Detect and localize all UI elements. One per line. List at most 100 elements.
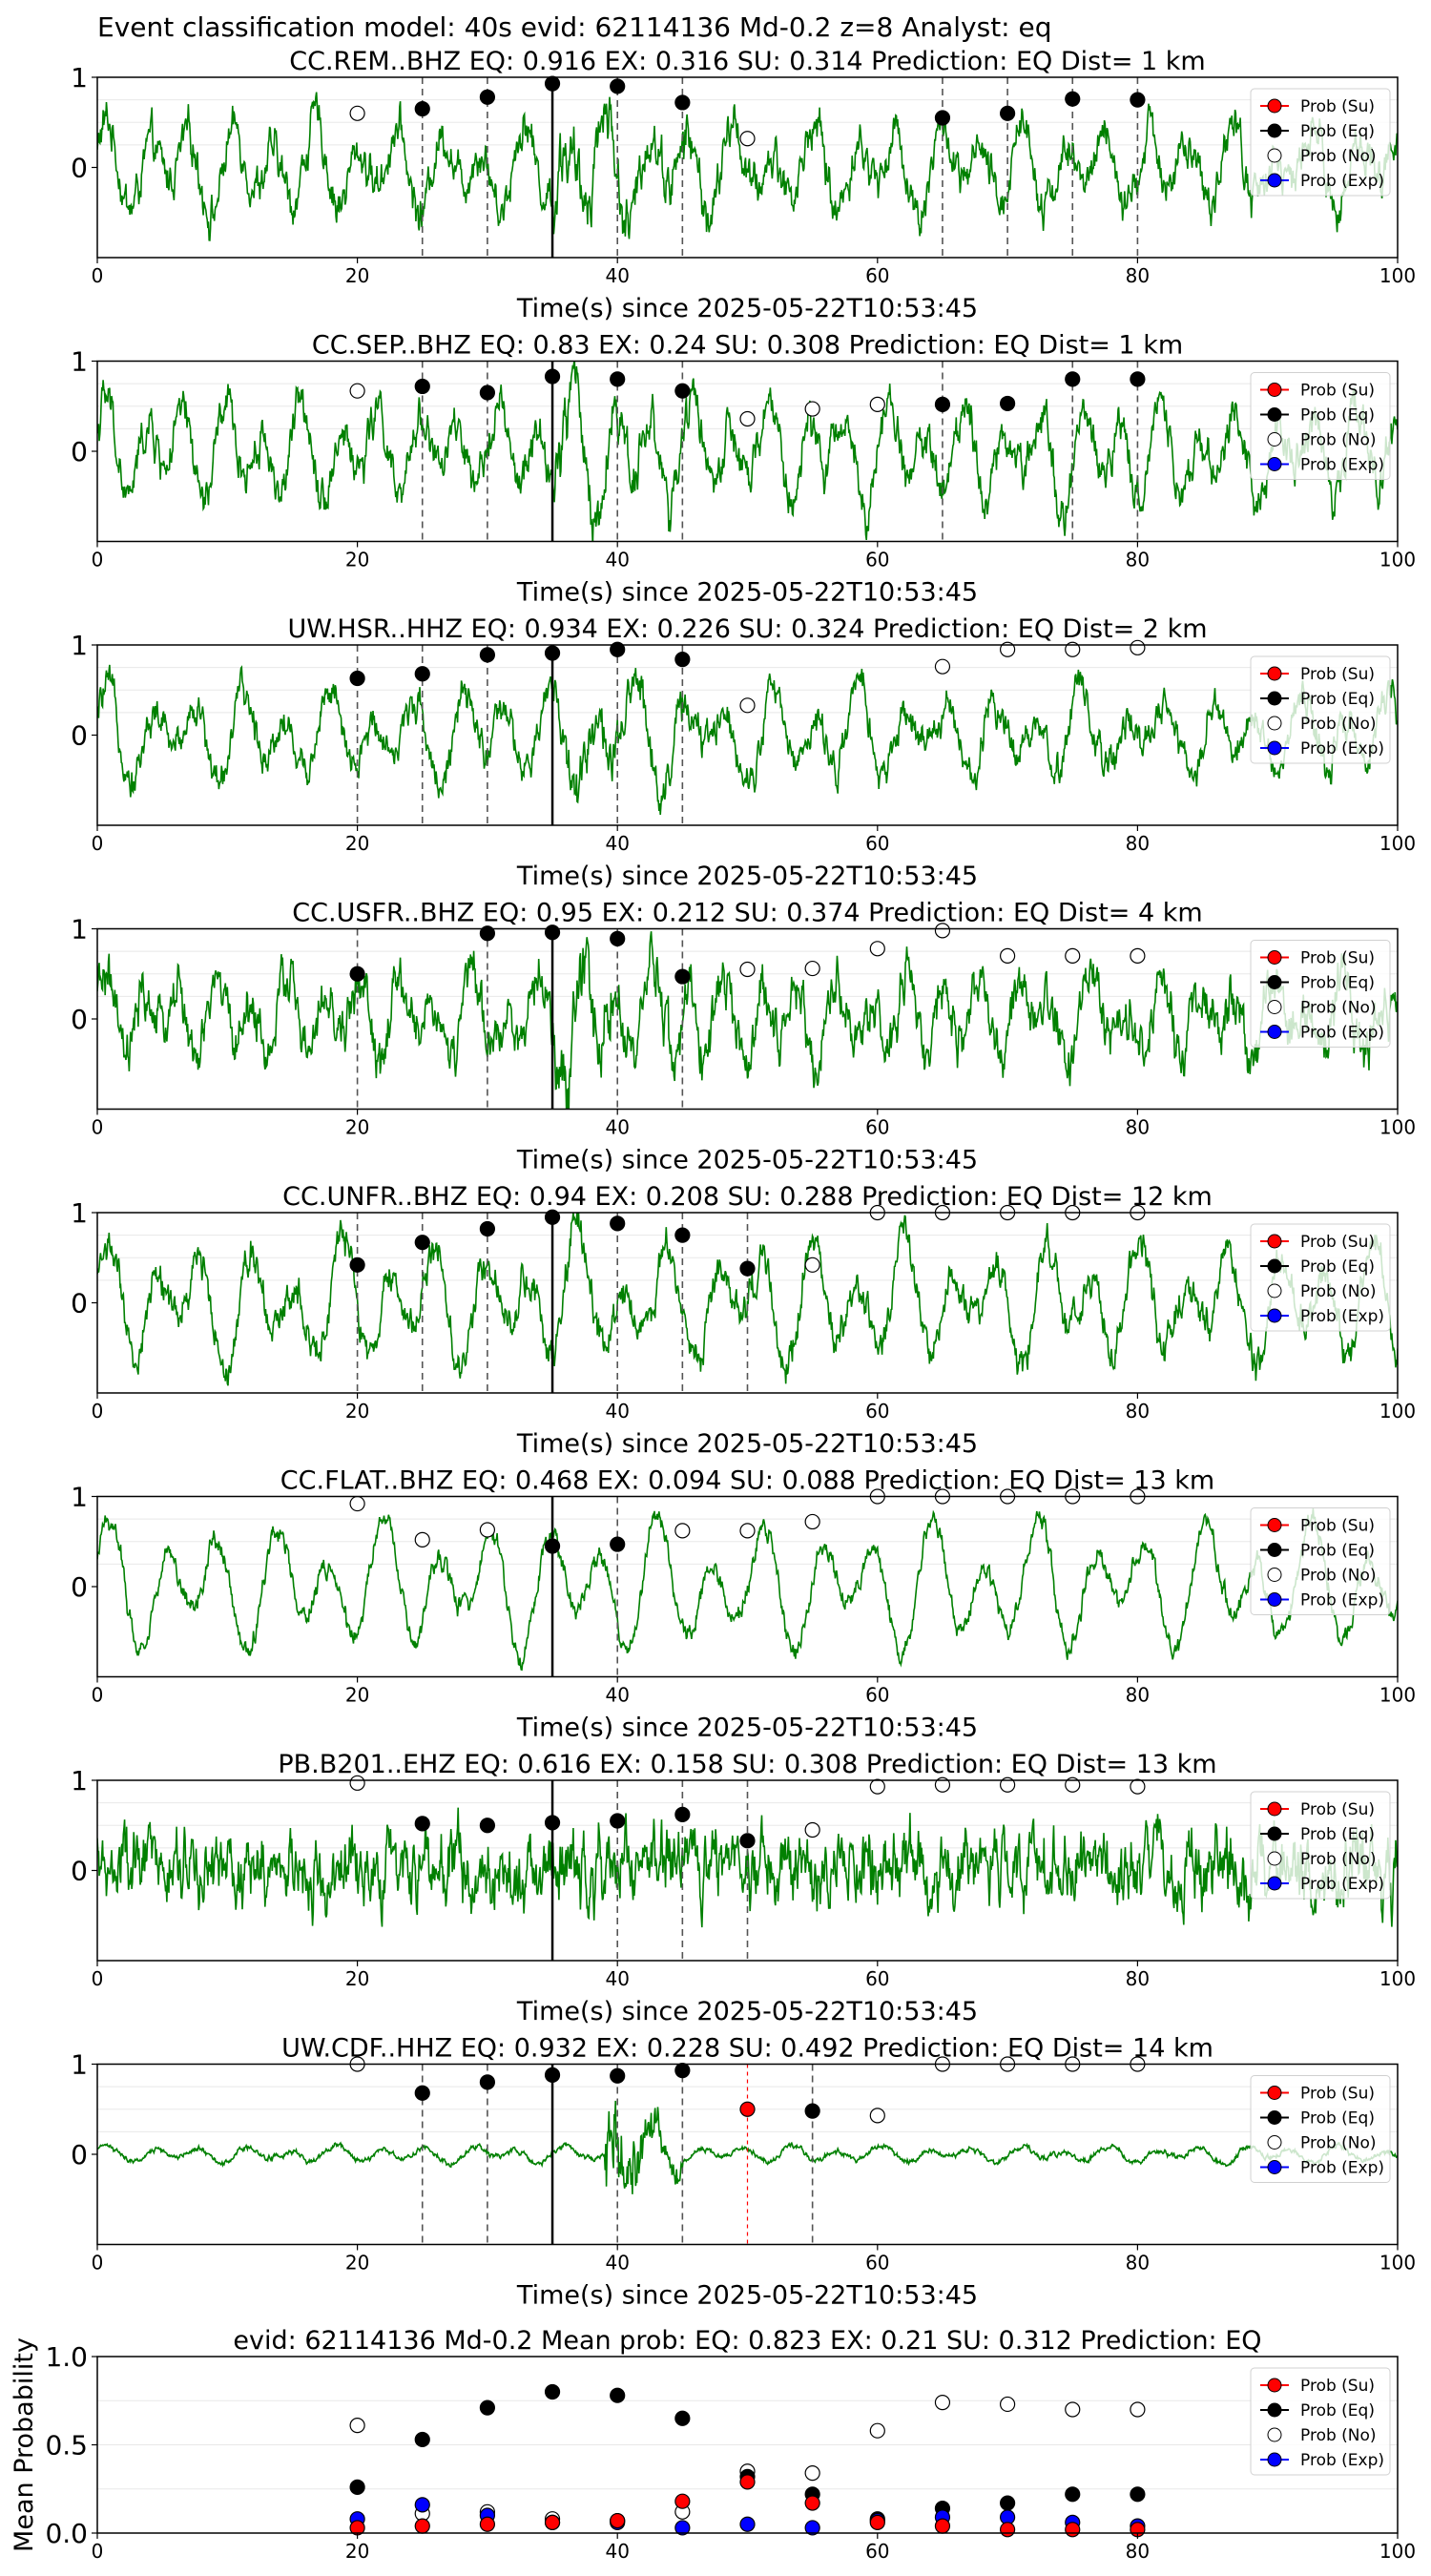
legend-box xyxy=(1250,1223,1391,1332)
data-point xyxy=(414,2518,430,2534)
x-tick-label: 20 xyxy=(345,1400,369,1423)
data-point xyxy=(414,2085,430,2101)
y-tick-label: 0 xyxy=(71,2139,88,2171)
x-tick-label: 20 xyxy=(345,2252,369,2275)
data-point xyxy=(610,78,626,94)
legend-label: Prob (Exp) xyxy=(1300,1024,1384,1043)
data-point xyxy=(674,1806,691,1823)
legend-marker xyxy=(1267,1851,1282,1866)
station-panel: 0 20 40 60 80 100 1 0 CC.USFR..BHZ EQ: 0.95 EX: … xyxy=(71,899,1416,1175)
y-tick-label: 1 xyxy=(71,346,88,378)
station-panel: 0 20 40 60 80 100 1 0 CC.REM..BHZ EQ: 0.916 EX: … xyxy=(71,47,1416,323)
x-tick-label: 60 xyxy=(865,1967,889,1990)
x-axis-label: Time(s) since 2025-05-22T10:53:45 xyxy=(516,2281,978,2311)
station-panel: 0 20 40 60 80 100 1 0 UW.HSR..HHZ EQ: 0.934 EX: … xyxy=(71,614,1416,891)
legend-marker xyxy=(1267,2452,1282,2467)
panel-title: CC.SEP..BHZ EQ: 0.83 EX: 0.24 SU: 0.308 … xyxy=(312,331,1183,361)
legend-marker xyxy=(1267,1876,1282,1891)
legend-marker xyxy=(1267,2402,1282,2418)
x-tick-label: 100 xyxy=(1379,1967,1416,1990)
data-point xyxy=(739,410,756,427)
legend-marker xyxy=(1267,173,1282,188)
data-point xyxy=(1065,641,1081,657)
axes-frame xyxy=(96,927,1399,1111)
x-tick-label: 20 xyxy=(345,2540,369,2563)
data-point xyxy=(869,2422,885,2439)
legend-label: Prob (Su) xyxy=(1300,949,1375,968)
x-tick-label: 60 xyxy=(865,1400,889,1423)
legend-label: Prob (Eq) xyxy=(1300,1825,1375,1844)
panel-title: CC.FLAT..BHZ EQ: 0.468 EX: 0.094 SU: 0.0… xyxy=(280,1466,1214,1496)
x-tick-label: 40 xyxy=(605,1400,629,1423)
x-tick-label: 100 xyxy=(1379,549,1416,571)
data-point xyxy=(739,1523,756,1539)
data-point xyxy=(349,2479,365,2495)
data-point xyxy=(1130,92,1146,108)
y-tick-label: 1 xyxy=(71,2049,88,2081)
data-point xyxy=(544,1538,561,1554)
x-tick-label: 40 xyxy=(605,264,629,287)
data-point xyxy=(610,2387,626,2403)
data-point xyxy=(479,2074,495,2090)
x-tick-label: 0 xyxy=(92,2540,104,2563)
x-axis-label: Time(s) since 2025-05-22T10:53:45 xyxy=(516,578,978,608)
data-point xyxy=(1130,2486,1146,2503)
legend-marker xyxy=(1267,950,1282,965)
data-point xyxy=(674,2063,691,2079)
data-point xyxy=(610,1813,626,1829)
x-axis-label: Time(s) since 2025-05-22T10:53:45 xyxy=(516,294,978,323)
legend-marker xyxy=(1267,975,1282,989)
data-point xyxy=(479,1220,495,1237)
data-point xyxy=(414,100,430,117)
data-point xyxy=(610,371,626,387)
x-tick-label: 0 xyxy=(92,549,104,571)
plot-area xyxy=(97,645,1398,825)
y-tick-label: 1 xyxy=(71,1197,88,1229)
data-point xyxy=(999,395,1016,412)
legend-marker xyxy=(1267,1568,1282,1582)
x-tick-label: 0 xyxy=(92,1116,104,1139)
legend: Prob (Su) Prob (Eq) Prob (No) Prob (Exp) xyxy=(1250,655,1391,764)
legend-label: Prob (Eq) xyxy=(1300,122,1375,141)
plot-area xyxy=(97,1496,1398,1677)
y-tick-label: 1.0 xyxy=(45,2341,88,2373)
data-point xyxy=(999,947,1016,964)
y-tick-label: 1 xyxy=(71,1482,88,1513)
legend-box xyxy=(1250,88,1391,197)
data-point xyxy=(1130,2401,1146,2418)
data-point xyxy=(349,2418,365,2434)
data-point xyxy=(479,384,495,401)
data-point xyxy=(414,2431,430,2448)
panel-title: UW.HSR..HHZ EQ: 0.934 EX: 0.226 SU: 0.32… xyxy=(287,614,1207,644)
legend-marker xyxy=(1267,148,1282,163)
data-point xyxy=(479,925,495,942)
data-point xyxy=(1130,639,1146,655)
legend-marker xyxy=(1267,407,1282,422)
x-tick-label: 40 xyxy=(605,1116,629,1139)
legend-label: Prob (Exp) xyxy=(1300,172,1384,191)
data-point xyxy=(739,1833,756,1849)
plot-area xyxy=(97,2064,1398,2245)
legend-label: Prob (Exp) xyxy=(1300,1591,1384,1610)
x-tick-label: 100 xyxy=(1379,1116,1416,1139)
data-point xyxy=(414,1531,430,1548)
station-panel: 0 20 40 60 80 100 1 0 UW.CDF..HHZ EQ: 0.932 EX: … xyxy=(71,2034,1416,2311)
x-tick-label: 40 xyxy=(605,832,629,855)
legend-label: Prob (Exp) xyxy=(1300,2451,1384,2470)
x-tick-label: 20 xyxy=(345,264,369,287)
data-point xyxy=(869,2108,885,2124)
legend-marker xyxy=(1267,716,1282,731)
x-tick-label: 100 xyxy=(1379,264,1416,287)
data-point xyxy=(739,961,756,978)
data-point xyxy=(349,1257,365,1273)
legend-label: Prob (Eq) xyxy=(1300,690,1375,709)
legend-label: Prob (Su) xyxy=(1300,1233,1375,1252)
x-tick-label: 100 xyxy=(1379,2252,1416,2275)
data-point xyxy=(934,923,951,939)
y-tick-label: 0.5 xyxy=(45,2430,88,2462)
data-point xyxy=(804,2520,820,2536)
data-point xyxy=(479,647,495,663)
x-tick-label: 20 xyxy=(345,1967,369,1990)
x-tick-label: 0 xyxy=(92,1400,104,1423)
